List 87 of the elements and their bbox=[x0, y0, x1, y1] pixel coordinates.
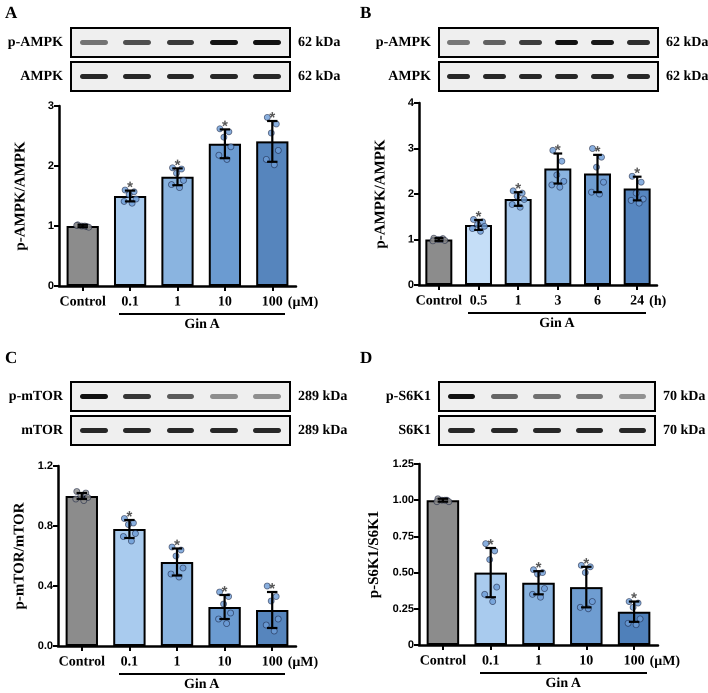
x-axis-title: Gin A bbox=[538, 316, 576, 331]
chart-title: C bbox=[5, 348, 18, 368]
chart-title: D bbox=[360, 348, 372, 368]
text: AMPK bbox=[20, 68, 63, 86]
x-tick-label: 1 bbox=[514, 294, 522, 308]
y-tick-label: 3 bbox=[48, 100, 54, 112]
y-tick-label: 2 bbox=[408, 188, 414, 200]
x-axis-title: Gin A bbox=[182, 677, 220, 692]
text: (μM) bbox=[288, 295, 318, 311]
text: p-S6K1 bbox=[386, 388, 431, 406]
text: 62 kDa bbox=[298, 68, 340, 86]
x-tick-label: 1 bbox=[535, 654, 542, 668]
text: (μM) bbox=[288, 655, 318, 671]
x-tick-label: 0.1 bbox=[482, 654, 500, 668]
text: S6K1 bbox=[398, 422, 431, 440]
y-tick-label: 0 bbox=[408, 639, 414, 651]
data-label: * bbox=[583, 555, 590, 572]
x-axis-title: Gin A bbox=[183, 317, 221, 332]
x-tick-label: 1 bbox=[174, 654, 180, 670]
data-label: * bbox=[269, 580, 276, 598]
data-label: * bbox=[222, 118, 228, 135]
y-tick-label: 0.25 bbox=[392, 602, 414, 615]
data-label: * bbox=[476, 208, 482, 226]
x-tick-label: 10 bbox=[218, 654, 232, 670]
y-tick-label: 0.8 bbox=[38, 520, 53, 532]
data-label: * bbox=[515, 180, 522, 198]
chart-title: B bbox=[360, 3, 372, 23]
x-tick-label: 1 bbox=[174, 294, 181, 310]
y-tick-label: 1.2 bbox=[38, 460, 53, 472]
y-tick-label: 1 bbox=[408, 234, 414, 246]
y-axis-title: p-S6K1/S6K1 bbox=[366, 510, 382, 598]
y-axis-title: p-AMPK/AMPK bbox=[12, 141, 28, 251]
text: p-AMPK bbox=[8, 34, 63, 52]
data-label: * bbox=[127, 179, 134, 196]
text: p-mTOR bbox=[8, 388, 63, 406]
x-tick-label: 0.5 bbox=[470, 294, 488, 308]
data-label: * bbox=[631, 590, 638, 608]
text: 62 kDa bbox=[666, 34, 708, 52]
x-tick-label: 10 bbox=[218, 294, 232, 310]
text: 70 kDa bbox=[663, 422, 706, 440]
y-tick-label: 0.4 bbox=[38, 580, 54, 592]
x-tick-label: Control bbox=[420, 654, 466, 668]
y-tick-label: 1 bbox=[48, 220, 54, 232]
y-tick-label: 0.50 bbox=[392, 566, 414, 579]
y-axis-title: p-AMPK/AMPK bbox=[372, 139, 388, 249]
x-tick-label: Control bbox=[416, 294, 462, 308]
text: 62 kDa bbox=[666, 68, 708, 86]
x-tick-label: 3 bbox=[554, 294, 562, 308]
y-axis-title: p-mTOR/mTOR bbox=[11, 502, 28, 610]
x-tick-label: 6 bbox=[594, 294, 601, 308]
x-tick-label: 100 bbox=[262, 654, 283, 670]
y-tick-label: 0.0 bbox=[38, 640, 53, 652]
y-tick-label: 1.00 bbox=[392, 494, 414, 506]
x-tick-label: 0.1 bbox=[120, 654, 138, 670]
data-label: * bbox=[222, 584, 228, 600]
y-tick-label: 0.75 bbox=[392, 530, 414, 542]
text: 289 kDa bbox=[298, 388, 348, 406]
data-label: * bbox=[594, 143, 601, 160]
data-label: * bbox=[554, 142, 561, 160]
x-tick-label: 0.1 bbox=[121, 294, 139, 310]
text: p-AMPK bbox=[376, 34, 431, 52]
x-tick-label: 10 bbox=[579, 654, 594, 668]
y-tick-label: 4 bbox=[408, 97, 415, 109]
data-label: * bbox=[536, 560, 542, 577]
x-axis-title: Gin A bbox=[544, 676, 582, 691]
x-tick-label: 100 bbox=[262, 294, 283, 310]
text: 289 kDa bbox=[298, 422, 348, 440]
x-tick-label: Control bbox=[59, 294, 106, 310]
text: (μM) bbox=[650, 654, 680, 670]
x-tick-label: 24 bbox=[630, 294, 644, 308]
y-tick-label: 0 bbox=[408, 279, 414, 291]
chart-title: A bbox=[5, 3, 18, 23]
data-label: * bbox=[174, 537, 180, 554]
x-tick-label: 100 bbox=[624, 654, 645, 668]
y-tick-label: 0 bbox=[48, 280, 54, 292]
text: AMPK bbox=[388, 68, 431, 86]
text: 62 kDa bbox=[298, 34, 340, 52]
text: mTOR bbox=[21, 422, 63, 440]
data-label: * bbox=[174, 156, 181, 174]
x-tick-label: Control bbox=[58, 654, 106, 670]
y-tick-label: 2 bbox=[48, 160, 54, 172]
text: 70 kDa bbox=[663, 388, 706, 406]
y-tick-label: 3 bbox=[408, 142, 414, 154]
text: (h) bbox=[649, 294, 666, 310]
data-label: * bbox=[126, 508, 132, 526]
data-label: * bbox=[634, 165, 640, 182]
y-tick-label: 1.25 bbox=[392, 458, 414, 470]
